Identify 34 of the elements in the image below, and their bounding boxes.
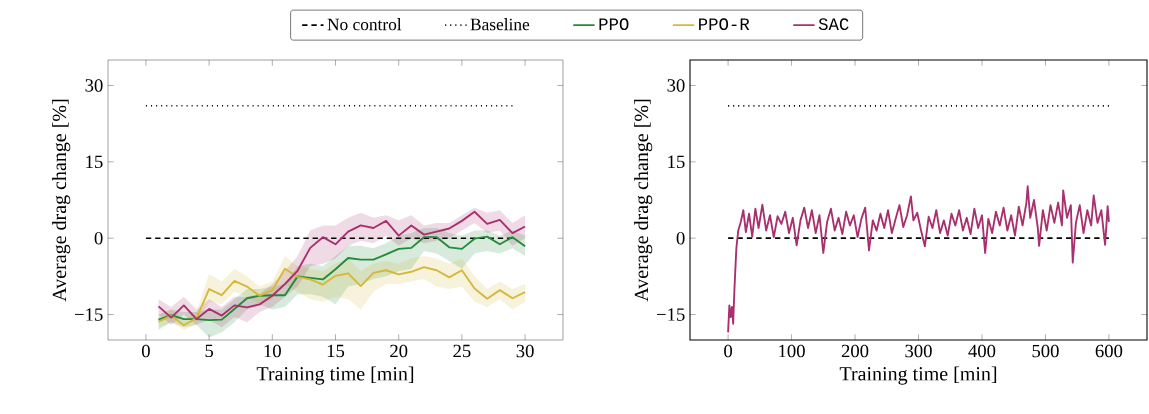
x-axis-title: Training time [min]: [839, 366, 997, 385]
x-tick-label: 15: [327, 344, 345, 358]
line-series: [157, 266, 527, 327]
x-tick-label: 30: [516, 344, 534, 358]
x-tick-label: 0: [141, 344, 150, 358]
x-tick-label: 5: [205, 344, 214, 358]
y-tick-label: −15: [657, 308, 685, 321]
legend-label: Baseline: [470, 18, 530, 31]
legend-label: SAC: [818, 18, 849, 31]
y-tick-label: 0: [94, 231, 103, 245]
y-tick-label: 15: [86, 155, 103, 169]
x-tick-label: 10: [264, 344, 281, 358]
legend-label: PPO: [599, 18, 629, 31]
y-axis-title: Average drag change [%]: [52, 99, 71, 302]
x-tick-label: 200: [841, 344, 869, 358]
x-axis-title: Training time [min]: [256, 366, 414, 385]
x-tick-label: 600: [1095, 344, 1123, 358]
x-tick-label: 20: [390, 344, 408, 358]
y-axis-title: Average drag change [%]: [634, 99, 653, 302]
x-tick-label: 400: [968, 344, 996, 358]
y-tick-label: 0: [676, 231, 685, 245]
legend-label: PPO-R: [699, 18, 750, 31]
y-tick-label: −15: [75, 308, 103, 321]
x-tick-label: 25: [453, 344, 471, 358]
y-tick-label: 15: [668, 155, 685, 169]
x-tick-label: 300: [905, 344, 932, 358]
y-tick-label: 30: [85, 79, 103, 92]
y-tick-label: 30: [667, 79, 685, 92]
x-tick-label: 100: [779, 344, 805, 358]
legend-label: No control: [327, 18, 402, 31]
x-tick-label: 500: [1032, 344, 1059, 358]
x-tick-label: 0: [724, 344, 733, 358]
line-series: [727, 185, 1110, 334]
line-series: [157, 235, 527, 322]
